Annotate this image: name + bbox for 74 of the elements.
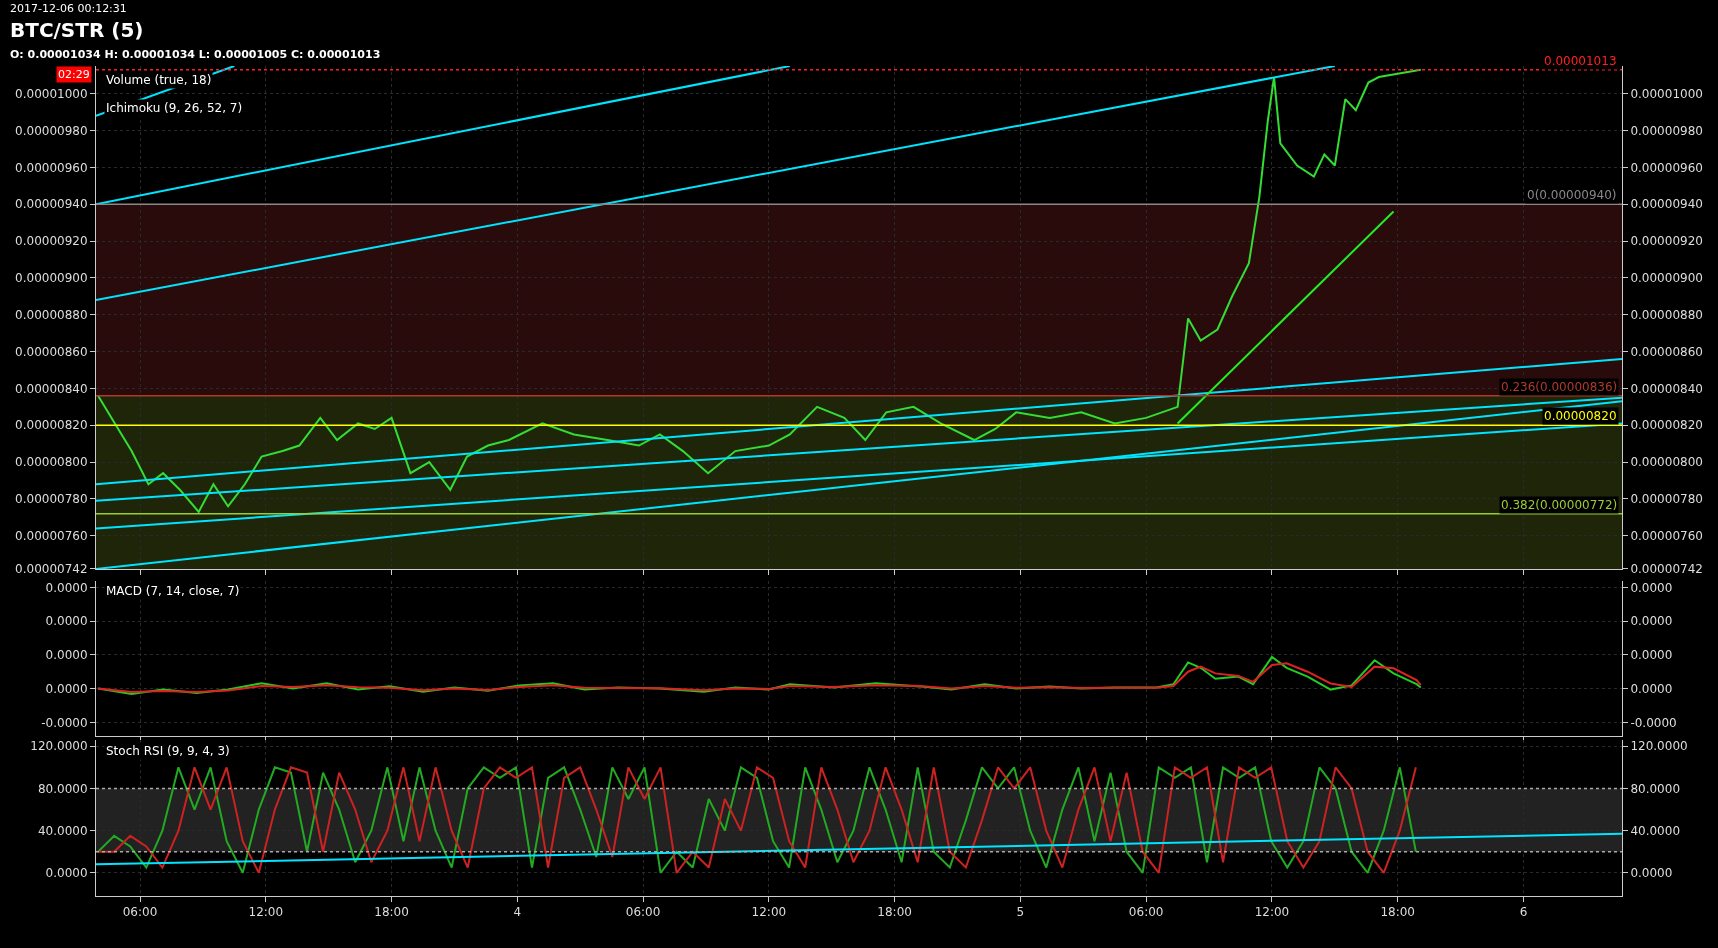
ref-line-label: 0.236(0.00000836) [1501,380,1618,394]
y-tick-label: 0.00000880 [15,307,88,322]
y2-tick-label: 0.00000960 [1630,160,1703,175]
y-tick-label: 0.00000820 [15,418,88,433]
y-tick-label: 80.0000 [37,781,88,796]
annotation: MACD (7, 14, close, 7) [106,584,240,598]
y2-tick-label: 0.00000880 [1630,307,1703,322]
text: 2017-12-06 00:12:31 [10,2,127,15]
x-tick-label: 12:00 [1254,905,1290,920]
y2-tick-label: 0.0000 [1630,648,1673,663]
y-tick-label: 0.00000800 [15,455,88,470]
x-tick-label: 6 [1519,905,1528,920]
x-tick-label: 18:00 [877,905,912,920]
line-series [97,766,1417,874]
annotation: Volume (true, 18) [106,73,212,87]
y-tick-label: 0.00000760 [15,529,88,544]
line-series [97,68,1422,513]
x-tick-label: 18:00 [374,905,409,920]
ref-line-label: 0.00001013 [1544,54,1617,68]
y2-tick-label: 0.00000860 [1630,344,1703,359]
y2-tick-label: 0.00000760 [1630,529,1703,544]
y-tick-label: 0.00000920 [15,234,88,249]
y2-tick-label: 0.00000980 [1630,123,1703,138]
x-tick-label: 18:00 [1380,905,1416,920]
y2-tick-label: 0.0000 [1630,614,1673,629]
y2-tick-label: 0.0000 [1630,866,1673,880]
y-tick-label: 0.00000980 [15,123,88,138]
x-tick-label: 12:00 [751,905,787,920]
x-tick-label: 5 [1016,905,1025,920]
y-tick-label: 0.00000780 [15,492,88,507]
line-series [97,662,1422,693]
y-tick-label: -0.0000 [41,715,88,730]
x-tick-label: 12:00 [248,905,284,920]
ref-line-label: 0(0.00000940) [1527,188,1617,202]
y2-tick-label: 40.0000 [1630,823,1681,838]
chart-title: BTC/STR (5) [10,18,144,42]
x-tick-label: 4 [513,905,522,920]
y2-tick-label: -0.0000 [1630,715,1677,730]
y-tick-label: 120.0000 [30,739,88,754]
y2-tick-label: 0.0000 [1630,580,1673,595]
y2-tick-label: 0.00000940 [1630,197,1703,212]
text: 02:29 [58,68,90,81]
y-tick-label: 0.00000742 [15,562,88,577]
y2-tick-label: 0.00000820 [1630,418,1703,433]
y-tick-label: 0.0000 [45,866,88,880]
y2-tick-label: 0.00000742 [1630,562,1703,577]
y2-tick-label: 120.0000 [1630,739,1688,754]
y2-tick-label: 0.00001000 [1630,86,1703,101]
chart-subtitle: O: 0.00001034 H: 0.00001034 L: 0.00001005 C: 0.00001013 [10,48,381,61]
y2-tick-label: 0.00000840 [1630,381,1703,396]
y-tick-label: 0.0000 [45,614,88,629]
y-tick-label: 0.00000960 [15,160,88,175]
y2-tick-label: 0.00000800 [1630,455,1703,470]
ref-line-label: 0.00000820 [1544,409,1617,423]
x-tick-label: 06:00 [625,905,661,920]
y-tick-label: 0.00000940 [15,197,88,212]
y-tick-label: 40.0000 [37,823,88,838]
annotation: Stoch RSI (9, 9, 4, 3) [106,744,230,758]
y-tick-label: 0.0000 [45,681,88,696]
y-tick-label: 0.00000860 [15,344,88,359]
y2-tick-label: 0.0000 [1630,681,1673,696]
y-tick-label: 0.0000 [45,648,88,663]
x-tick-label: 06:00 [1128,905,1164,920]
y2-tick-label: 0.00000900 [1630,271,1703,286]
y-tick-label: 0.00001000 [15,86,88,101]
y2-tick-label: 0.00000780 [1630,492,1703,507]
y2-tick-label: 0.00000920 [1630,234,1703,249]
y2-tick-label: 80.0000 [1630,781,1681,796]
y-tick-label: 0.00000840 [15,381,88,396]
ref-line-label: 0.382(0.00000772) [1501,498,1618,512]
y-tick-label: 0.0000 [45,580,88,595]
y-tick-label: 0.00000900 [15,271,88,286]
annotation: Ichimoku (9, 26, 52, 7) [106,101,243,115]
x-tick-label: 06:00 [122,905,158,920]
